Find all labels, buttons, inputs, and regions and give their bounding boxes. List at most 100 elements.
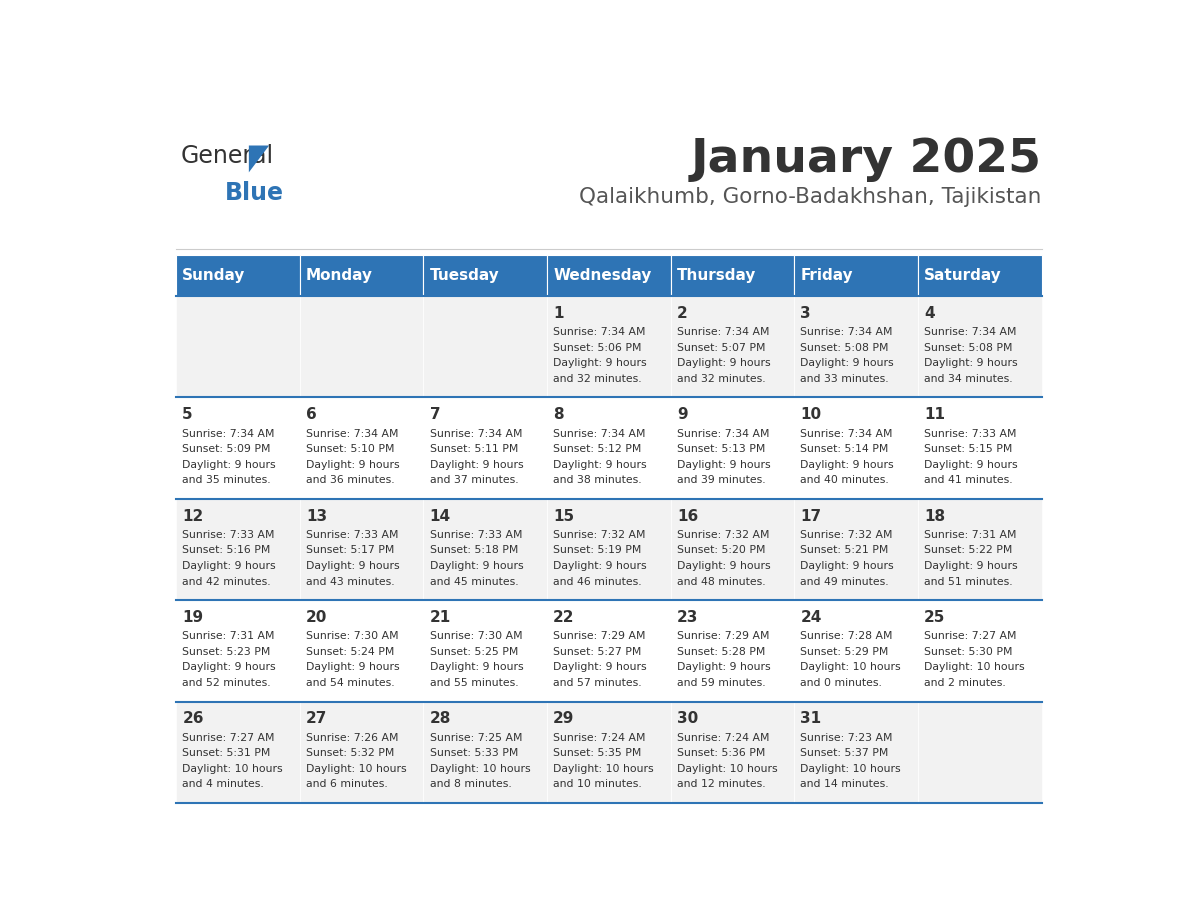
Text: Daylight: 9 hours: Daylight: 9 hours	[554, 561, 646, 571]
Text: Sunrise: 7:34 AM: Sunrise: 7:34 AM	[924, 327, 1017, 337]
Text: Daylight: 9 hours: Daylight: 9 hours	[307, 561, 399, 571]
Text: Sunrise: 7:34 AM: Sunrise: 7:34 AM	[554, 429, 646, 439]
Text: Sunset: 5:20 PM: Sunset: 5:20 PM	[677, 545, 765, 555]
Text: Daylight: 9 hours: Daylight: 9 hours	[924, 460, 1018, 470]
Text: Sunrise: 7:32 AM: Sunrise: 7:32 AM	[554, 530, 646, 540]
FancyBboxPatch shape	[423, 297, 546, 397]
Text: Sunset: 5:10 PM: Sunset: 5:10 PM	[307, 444, 394, 454]
Text: Daylight: 9 hours: Daylight: 9 hours	[677, 460, 771, 470]
Polygon shape	[248, 145, 270, 173]
Text: Sunset: 5:17 PM: Sunset: 5:17 PM	[307, 545, 394, 555]
Text: and 8 minutes.: and 8 minutes.	[430, 779, 511, 789]
Text: Daylight: 9 hours: Daylight: 9 hours	[307, 460, 399, 470]
Text: 6: 6	[307, 408, 317, 422]
Text: 5: 5	[182, 408, 192, 422]
Text: Sunrise: 7:34 AM: Sunrise: 7:34 AM	[430, 429, 522, 439]
Text: Daylight: 10 hours: Daylight: 10 hours	[801, 764, 902, 774]
FancyBboxPatch shape	[176, 701, 299, 803]
Text: Sunset: 5:32 PM: Sunset: 5:32 PM	[307, 748, 394, 758]
Text: and 48 minutes.: and 48 minutes.	[677, 577, 765, 587]
Text: and 2 minutes.: and 2 minutes.	[924, 677, 1006, 688]
Text: Sunday: Sunday	[182, 268, 246, 283]
Text: 15: 15	[554, 509, 574, 523]
Text: Sunset: 5:37 PM: Sunset: 5:37 PM	[801, 748, 889, 758]
Text: Friday: Friday	[801, 268, 853, 283]
Text: Sunrise: 7:23 AM: Sunrise: 7:23 AM	[801, 733, 893, 743]
FancyBboxPatch shape	[176, 397, 299, 498]
Text: 8: 8	[554, 408, 564, 422]
Text: 7: 7	[430, 408, 441, 422]
Text: and 42 minutes.: and 42 minutes.	[182, 577, 271, 587]
Text: Sunset: 5:16 PM: Sunset: 5:16 PM	[182, 545, 271, 555]
Text: Sunset: 5:25 PM: Sunset: 5:25 PM	[430, 647, 518, 656]
FancyBboxPatch shape	[423, 255, 546, 297]
Text: Daylight: 9 hours: Daylight: 9 hours	[801, 460, 895, 470]
Text: and 55 minutes.: and 55 minutes.	[430, 677, 518, 688]
FancyBboxPatch shape	[299, 701, 423, 803]
Text: 17: 17	[801, 509, 822, 523]
Text: Sunrise: 7:33 AM: Sunrise: 7:33 AM	[307, 530, 398, 540]
Text: Blue: Blue	[225, 181, 284, 205]
Text: Wednesday: Wednesday	[554, 268, 651, 283]
FancyBboxPatch shape	[546, 600, 671, 701]
Text: 16: 16	[677, 509, 699, 523]
Text: Daylight: 9 hours: Daylight: 9 hours	[554, 460, 646, 470]
Text: Daylight: 9 hours: Daylight: 9 hours	[182, 561, 276, 571]
Text: and 4 minutes.: and 4 minutes.	[182, 779, 264, 789]
Text: Sunset: 5:29 PM: Sunset: 5:29 PM	[801, 647, 889, 656]
Text: Sunset: 5:06 PM: Sunset: 5:06 PM	[554, 342, 642, 353]
FancyBboxPatch shape	[176, 297, 299, 397]
Text: 28: 28	[430, 711, 451, 726]
Text: Sunrise: 7:27 AM: Sunrise: 7:27 AM	[182, 733, 274, 743]
FancyBboxPatch shape	[546, 397, 671, 498]
Text: and 51 minutes.: and 51 minutes.	[924, 577, 1012, 587]
FancyBboxPatch shape	[795, 498, 918, 600]
Text: Sunrise: 7:34 AM: Sunrise: 7:34 AM	[801, 429, 893, 439]
FancyBboxPatch shape	[176, 600, 299, 701]
Text: Sunrise: 7:27 AM: Sunrise: 7:27 AM	[924, 632, 1017, 642]
Text: and 35 minutes.: and 35 minutes.	[182, 476, 271, 486]
Text: Daylight: 9 hours: Daylight: 9 hours	[554, 663, 646, 672]
FancyBboxPatch shape	[671, 255, 795, 297]
FancyBboxPatch shape	[299, 498, 423, 600]
Text: and 34 minutes.: and 34 minutes.	[924, 374, 1012, 384]
Text: Sunrise: 7:24 AM: Sunrise: 7:24 AM	[554, 733, 646, 743]
FancyBboxPatch shape	[546, 255, 671, 297]
Text: Daylight: 9 hours: Daylight: 9 hours	[677, 358, 771, 368]
FancyBboxPatch shape	[918, 701, 1042, 803]
Text: Sunrise: 7:34 AM: Sunrise: 7:34 AM	[307, 429, 398, 439]
Text: Daylight: 10 hours: Daylight: 10 hours	[677, 764, 777, 774]
Text: Sunrise: 7:26 AM: Sunrise: 7:26 AM	[307, 733, 398, 743]
Text: Sunset: 5:08 PM: Sunset: 5:08 PM	[801, 342, 889, 353]
Text: Sunset: 5:21 PM: Sunset: 5:21 PM	[801, 545, 889, 555]
FancyBboxPatch shape	[918, 255, 1042, 297]
Text: Sunset: 5:22 PM: Sunset: 5:22 PM	[924, 545, 1012, 555]
Text: Daylight: 9 hours: Daylight: 9 hours	[307, 663, 399, 672]
Text: 13: 13	[307, 509, 327, 523]
Text: 29: 29	[554, 711, 575, 726]
Text: Sunset: 5:31 PM: Sunset: 5:31 PM	[182, 748, 271, 758]
Text: Sunset: 5:12 PM: Sunset: 5:12 PM	[554, 444, 642, 454]
Text: Sunrise: 7:29 AM: Sunrise: 7:29 AM	[677, 632, 770, 642]
Text: and 14 minutes.: and 14 minutes.	[801, 779, 889, 789]
FancyBboxPatch shape	[795, 397, 918, 498]
Text: 18: 18	[924, 509, 946, 523]
Text: Sunset: 5:30 PM: Sunset: 5:30 PM	[924, 647, 1012, 656]
Text: and 40 minutes.: and 40 minutes.	[801, 476, 890, 486]
FancyBboxPatch shape	[299, 297, 423, 397]
Text: 3: 3	[801, 306, 811, 321]
Text: 12: 12	[182, 509, 203, 523]
Text: 1: 1	[554, 306, 564, 321]
Text: 9: 9	[677, 408, 688, 422]
Text: Thursday: Thursday	[677, 268, 757, 283]
FancyBboxPatch shape	[795, 297, 918, 397]
FancyBboxPatch shape	[795, 600, 918, 701]
Text: Sunset: 5:15 PM: Sunset: 5:15 PM	[924, 444, 1012, 454]
Text: General: General	[181, 144, 274, 168]
Text: and 36 minutes.: and 36 minutes.	[307, 476, 394, 486]
Text: Daylight: 9 hours: Daylight: 9 hours	[182, 663, 276, 672]
Text: Sunset: 5:13 PM: Sunset: 5:13 PM	[677, 444, 765, 454]
Text: 20: 20	[307, 610, 328, 625]
FancyBboxPatch shape	[423, 600, 546, 701]
Text: 19: 19	[182, 610, 203, 625]
